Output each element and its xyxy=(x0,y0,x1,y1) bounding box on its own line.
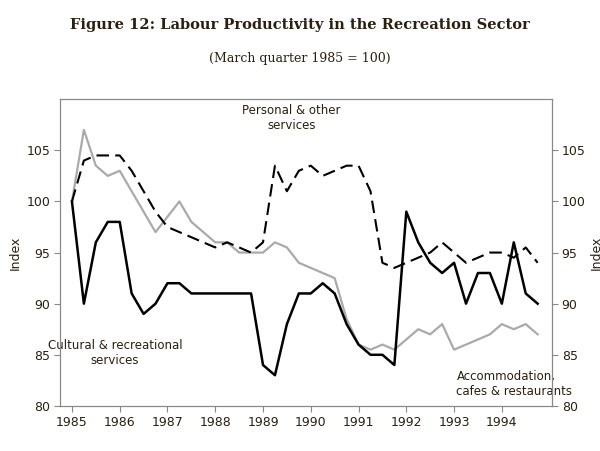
Text: Figure 12: Labour Productivity in the Recreation Sector: Figure 12: Labour Productivity in the Re… xyxy=(70,18,530,32)
Text: Cultural & recreational
services: Cultural & recreational services xyxy=(47,340,182,368)
Text: (March quarter 1985 = 100): (March quarter 1985 = 100) xyxy=(209,52,391,65)
Text: Accommodation,
cafes & restaurants: Accommodation, cafes & restaurants xyxy=(457,370,572,398)
Y-axis label: Index: Index xyxy=(590,235,600,270)
Text: Personal & other
services: Personal & other services xyxy=(242,104,341,132)
Y-axis label: Index: Index xyxy=(9,235,22,270)
